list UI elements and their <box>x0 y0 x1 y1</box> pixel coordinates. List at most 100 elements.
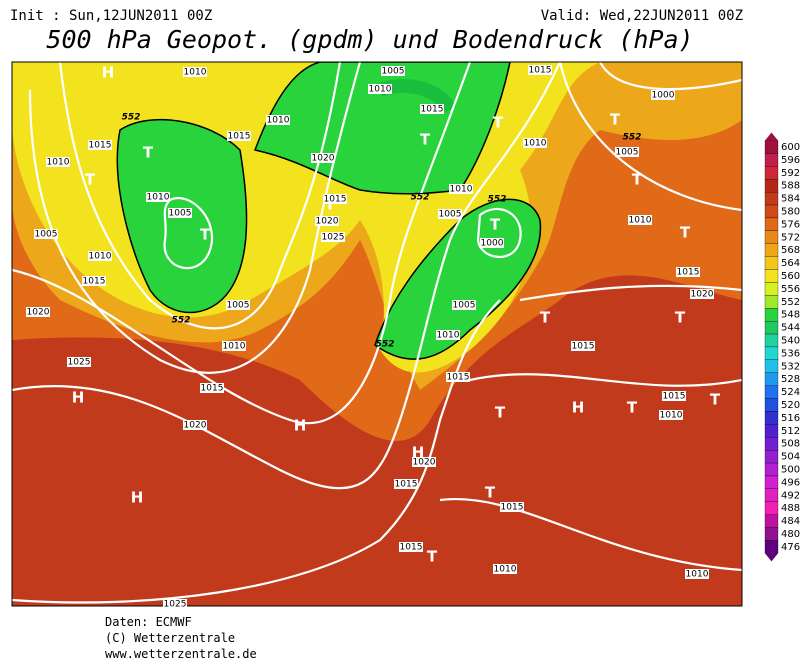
legend-swatch <box>764 540 779 554</box>
legend-swatch <box>764 372 779 386</box>
legend-swatch <box>764 295 779 309</box>
isobar-label: 1015 <box>572 342 595 352</box>
init-time: Init : Sun,12JUN2011 00Z <box>10 8 212 24</box>
isobar-label: 1015 <box>400 543 423 553</box>
legend-swatch <box>764 269 779 283</box>
pressure-center: T <box>200 226 211 244</box>
isobar <box>469 373 742 387</box>
label-box <box>266 115 290 125</box>
label-box <box>571 341 595 351</box>
label-box <box>452 300 476 310</box>
isobar-label: 1010 <box>223 342 246 352</box>
isobar-label: 1010 <box>494 565 517 575</box>
legend-swatch <box>764 514 779 528</box>
isobar-label: 1015 <box>421 105 444 115</box>
legend-swatch <box>764 385 779 399</box>
label-box <box>200 383 224 393</box>
height-label: 552 <box>172 316 191 326</box>
label-box <box>480 238 504 248</box>
isobar-label: 1005 <box>169 209 192 219</box>
map-title: 500 hPa Geopot. (gpdm) und Bodendruck (h… <box>46 25 693 54</box>
isobar-label: 1010 <box>660 411 683 421</box>
label-box <box>226 300 250 310</box>
label-box <box>311 153 335 163</box>
legend-label: 508 <box>781 439 800 450</box>
legend-cap-bottom <box>765 553 778 562</box>
legend-label: 512 <box>781 426 800 437</box>
isobar <box>12 62 562 490</box>
legend-swatch <box>764 449 779 464</box>
legend-label: 600 <box>781 142 800 153</box>
label-box <box>46 157 70 167</box>
label-box <box>438 209 462 219</box>
isobar-label: 1000 <box>652 91 675 101</box>
isobar <box>599 62 742 91</box>
label-box <box>493 564 517 574</box>
isobar <box>519 284 742 302</box>
label-box <box>368 84 392 94</box>
isobar-label: 1000 <box>481 239 504 249</box>
label-box <box>67 357 91 367</box>
label-box <box>651 90 675 100</box>
isobar-label: 1025 <box>164 600 187 610</box>
height-label: 552 <box>488 195 507 205</box>
label-box <box>394 479 418 489</box>
legend-swatch <box>764 282 779 296</box>
legend-label: 560 <box>781 271 800 282</box>
pressure-center: H <box>294 417 307 435</box>
legend-swatch <box>764 217 779 231</box>
legend-swatch <box>764 527 779 541</box>
isobar-label: 1020 <box>27 308 50 318</box>
legend-label: 588 <box>781 181 800 192</box>
isobar-label: 1020 <box>312 154 335 164</box>
isobar-label: 1005 <box>453 301 476 311</box>
isobar-label: 1010 <box>629 216 652 226</box>
legend-swatch <box>764 475 779 490</box>
isobar <box>558 62 742 212</box>
label-box <box>436 330 460 340</box>
isobar-label: 1015 <box>201 384 224 394</box>
legend-label: 536 <box>781 348 800 359</box>
legend-label: 552 <box>781 297 800 308</box>
legend-swatch <box>764 488 779 502</box>
isobar-label: 1005 <box>227 301 250 311</box>
legend-label: 504 <box>781 452 800 463</box>
isobar-label: 1005 <box>382 67 405 77</box>
legend-label: 524 <box>781 387 800 398</box>
label-box <box>500 502 524 512</box>
pressure-center: T <box>85 171 96 189</box>
pressure-center: T <box>680 224 691 242</box>
isobar-label: 1010 <box>369 85 392 95</box>
legend-label: 580 <box>781 207 800 218</box>
label-box <box>222 341 246 351</box>
isobar-label: 1010 <box>450 185 473 195</box>
isobar-label: 1015 <box>677 268 700 278</box>
isobar-label: 1020 <box>413 458 436 468</box>
isobar-label: 1010 <box>147 193 170 203</box>
height-label: 552 <box>122 113 141 123</box>
isobar-label: 1015 <box>89 141 112 151</box>
label-box <box>659 410 683 420</box>
isobar-label: 1015 <box>529 66 552 76</box>
pressure-center: T <box>490 216 501 234</box>
pressure-center: T <box>427 548 438 566</box>
legend-label: 544 <box>781 323 800 334</box>
pressure-center: T <box>675 309 686 327</box>
legend-label: 496 <box>781 477 800 488</box>
pressure-center: T <box>485 484 496 502</box>
pressure-center: T <box>493 114 504 132</box>
legend-label: 564 <box>781 258 800 269</box>
label-box <box>315 216 339 226</box>
label-box <box>676 267 700 277</box>
label-box <box>399 542 423 552</box>
legend-label: 540 <box>781 336 800 347</box>
legend-swatch <box>764 333 779 348</box>
legend-label: 576 <box>781 219 800 230</box>
label-box <box>449 184 473 194</box>
label-box <box>420 104 444 114</box>
label-box <box>523 138 547 148</box>
map-frame <box>11 61 743 607</box>
legend-label: 592 <box>781 168 800 179</box>
label-box <box>690 289 714 299</box>
pressure-center: T <box>710 391 721 409</box>
